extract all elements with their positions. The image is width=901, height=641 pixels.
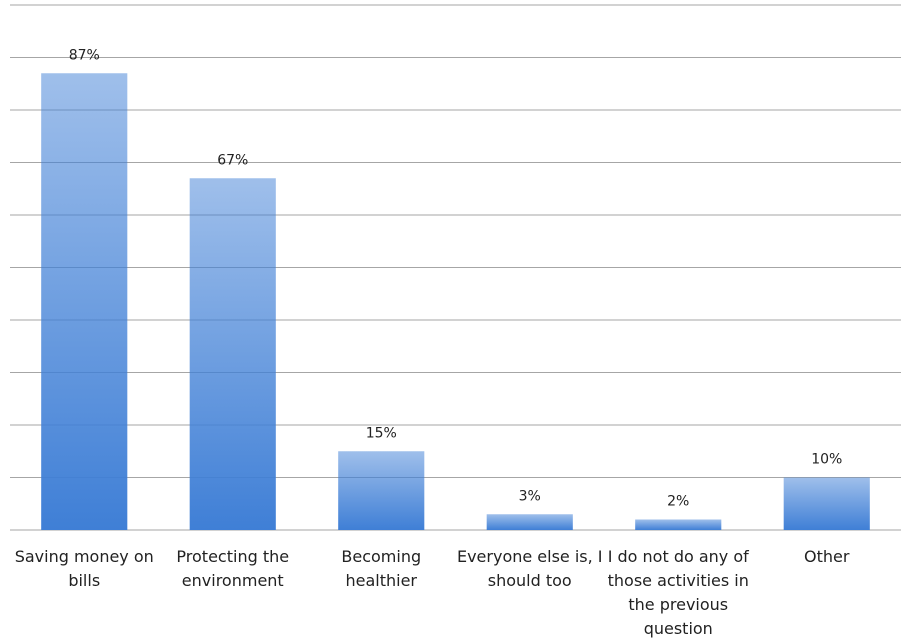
x-tick-label: Protecting the environment	[176, 547, 290, 590]
value-label: 87%	[69, 47, 100, 63]
value-label: 15%	[366, 425, 397, 441]
x-tick-label: Other	[804, 547, 850, 566]
bar	[338, 451, 425, 530]
x-tick-label: Saving money on bills	[14, 547, 154, 590]
bar	[41, 73, 128, 530]
bar	[783, 477, 870, 530]
value-label: 10%	[811, 452, 842, 468]
value-label: 3%	[519, 488, 541, 504]
value-label: 2%	[667, 494, 689, 510]
x-tick-label: Becoming healthier	[341, 547, 422, 590]
bar	[486, 514, 573, 530]
x-tick-label: I do not do any of those activities in t…	[607, 547, 749, 638]
bar	[635, 519, 722, 530]
x-tick-label: Everyone else is, I should too	[456, 547, 603, 590]
bar	[189, 178, 276, 530]
value-label: 67%	[217, 152, 248, 168]
